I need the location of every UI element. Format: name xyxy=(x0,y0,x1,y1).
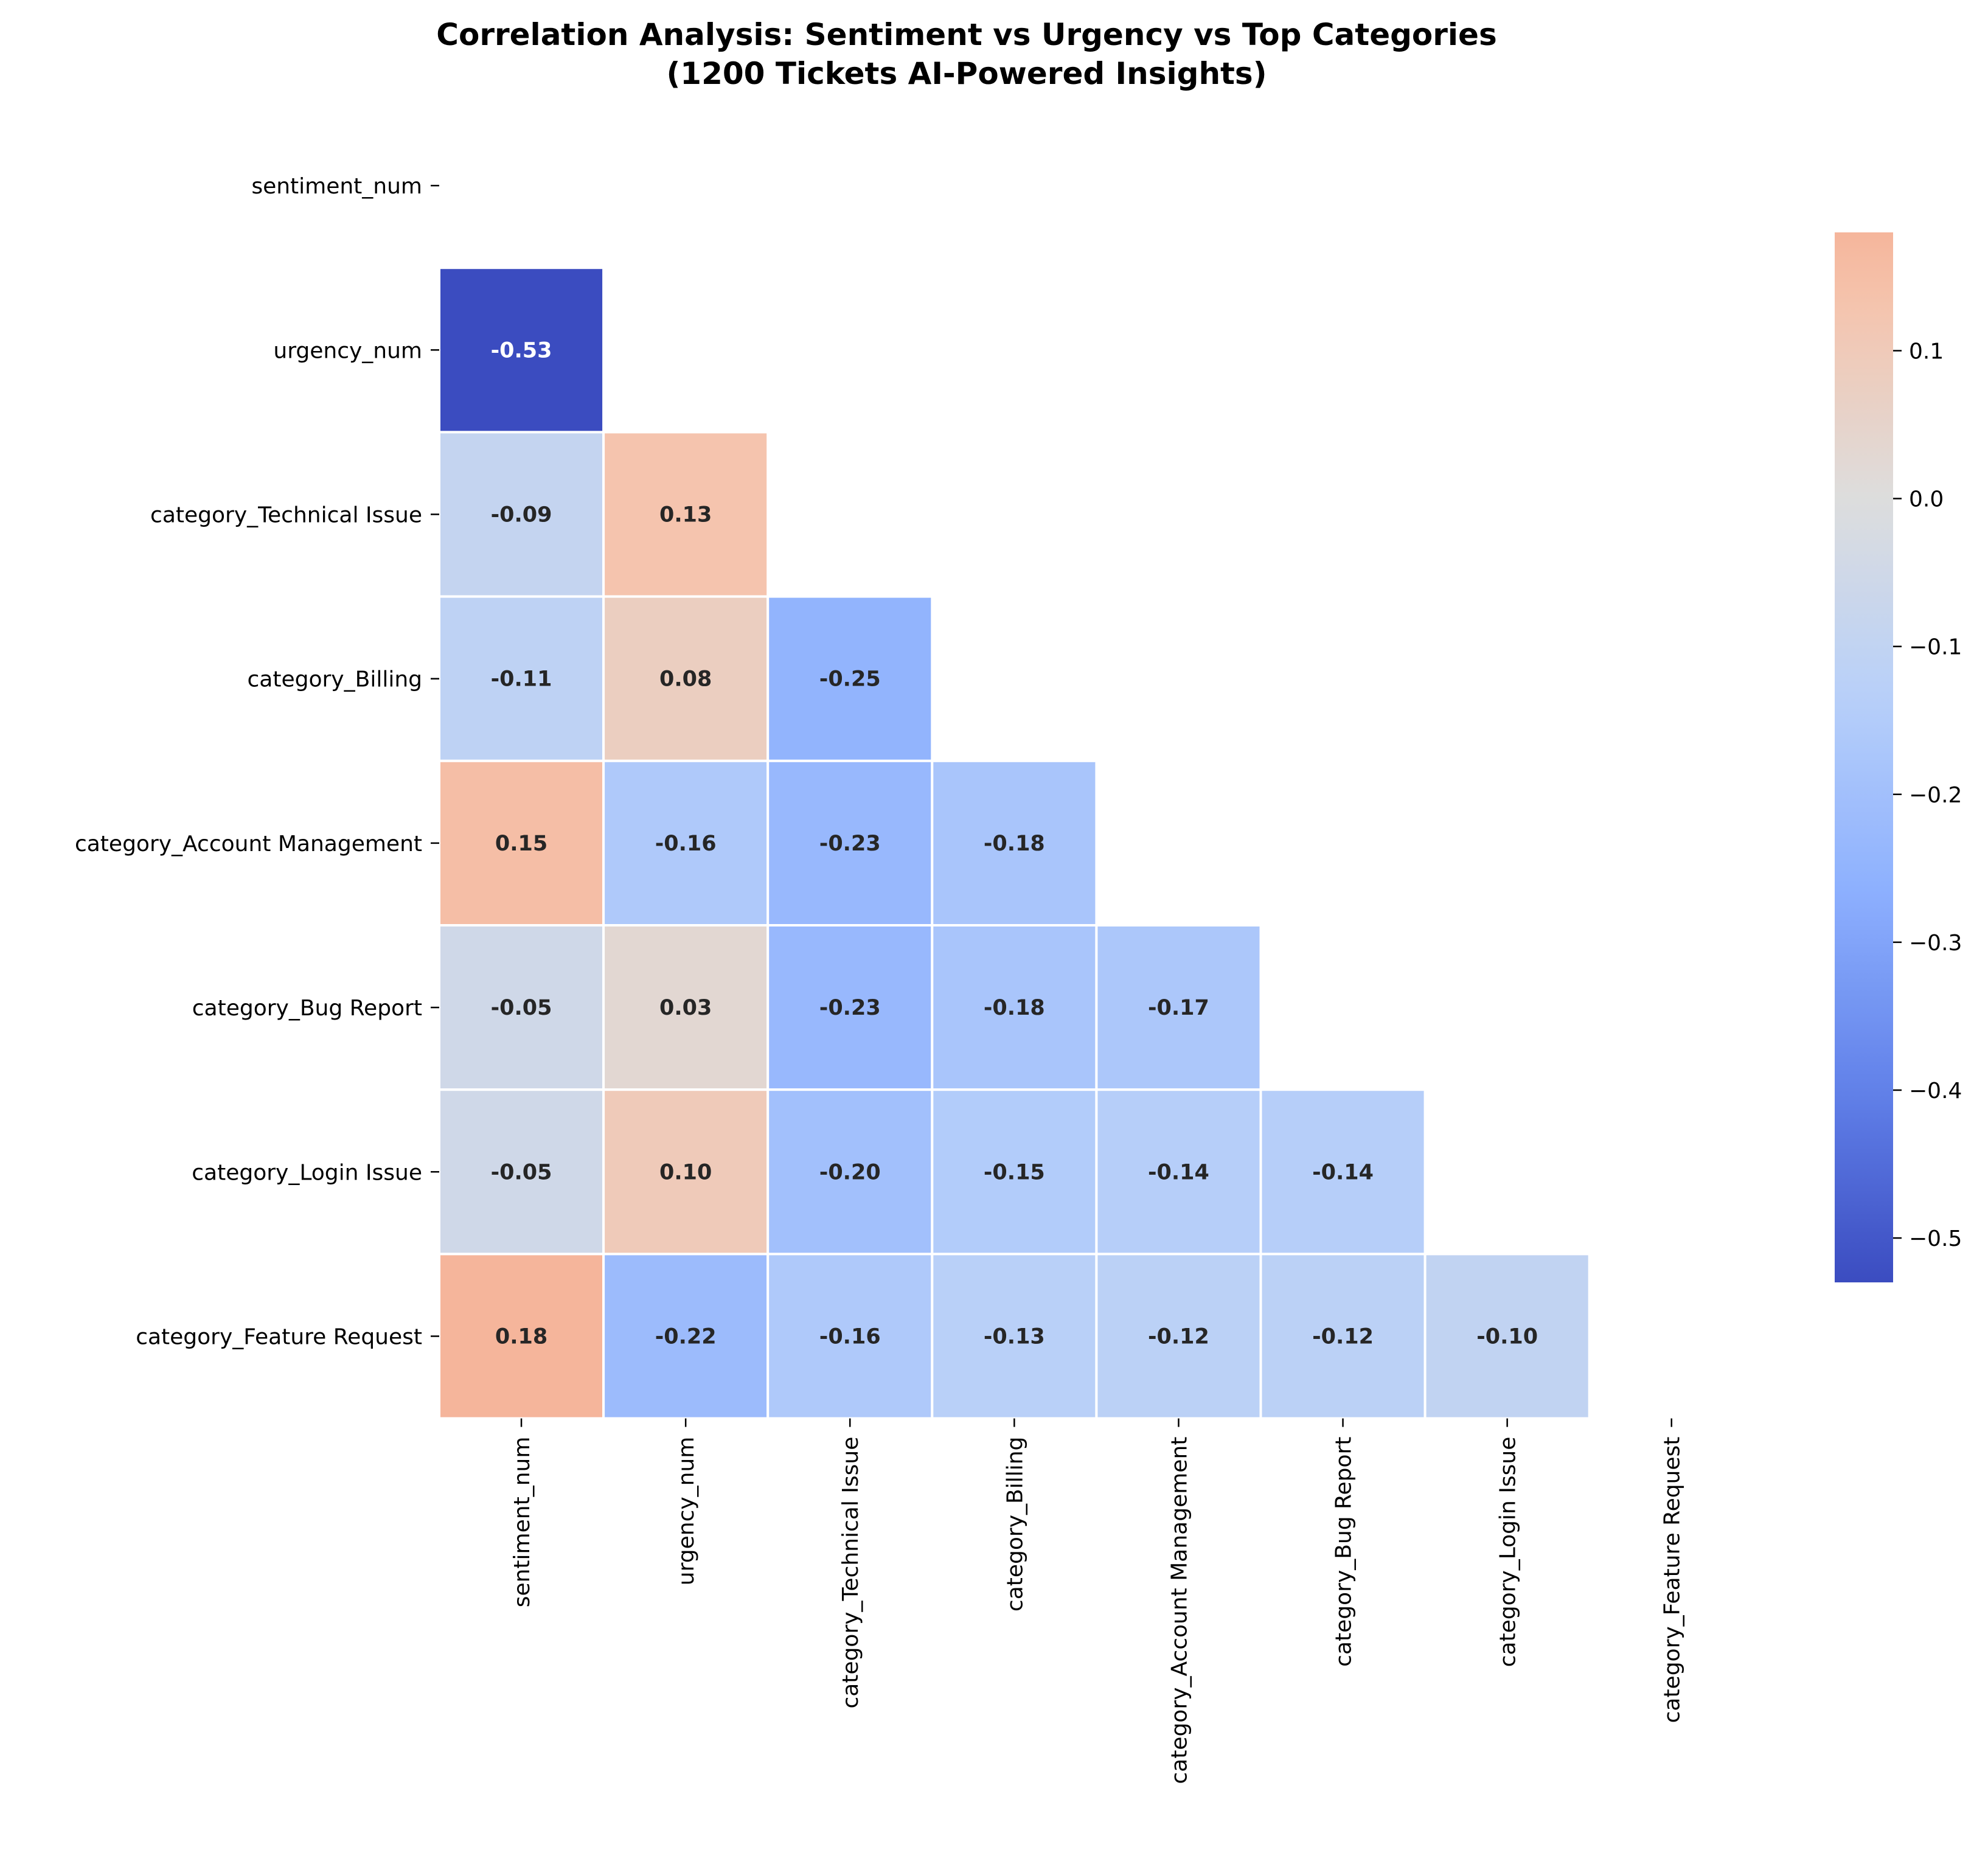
x-tick-label: sentiment_num xyxy=(510,1437,535,1608)
cell-value-label: -0.10 xyxy=(1476,1325,1538,1349)
x-axis-ticks: sentiment_num urgency_num category_Technic… xyxy=(510,1418,1685,1784)
heatmap-cell xyxy=(766,1253,934,1420)
chart-title-line: Correlation Analysis: Sentiment vs Urgen… xyxy=(436,17,1496,52)
heatmap-cell xyxy=(438,924,605,1091)
heatmap-cell xyxy=(931,759,1098,927)
colorbar-tick-label: −0.1 xyxy=(1909,635,1962,660)
cell-value-label: 0.03 xyxy=(659,996,712,1020)
heatmap-cell xyxy=(1095,1088,1262,1256)
y-tick-label: urgency_num xyxy=(273,338,422,363)
cell-value-label: 0.10 xyxy=(659,1160,712,1184)
chart-title: Correlation Analysis: Sentiment vs Urgen… xyxy=(436,17,1496,91)
heatmap-cell xyxy=(602,759,770,927)
cell-value-label: -0.22 xyxy=(655,1325,717,1349)
y-tick-label: category_Account Management xyxy=(75,832,422,857)
cell-value-label: -0.14 xyxy=(1148,1160,1209,1184)
heatmap-cell xyxy=(931,1253,1098,1420)
cell-value-label: -0.11 xyxy=(491,667,552,692)
y-tick-label: category_Login Issue xyxy=(192,1160,422,1185)
cell-value-label: -0.53 xyxy=(491,338,552,363)
colorbar-tick-label: 0.1 xyxy=(1909,339,1944,364)
cell-value-label: -0.20 xyxy=(819,1160,881,1184)
colorbar-tick-label: −0.5 xyxy=(1909,1226,1962,1251)
heatmap-cell xyxy=(602,1088,770,1256)
cell-value-label: -0.13 xyxy=(984,1325,1045,1349)
colorbar-gradient xyxy=(1835,232,1893,1282)
y-axis-ticks: sentiment_num urgency_num category_Technic… xyxy=(75,174,439,1350)
cell-value-label: -0.12 xyxy=(1148,1325,1209,1349)
heatmap-cell xyxy=(931,1088,1098,1256)
cell-value-label: 0.15 xyxy=(495,832,547,856)
cell-value-label: 0.18 xyxy=(495,1325,547,1349)
cell-value-label: -0.25 xyxy=(819,667,881,692)
heatmap-cell xyxy=(438,266,605,434)
cell-value-label: -0.23 xyxy=(819,996,881,1020)
cell-value-label: -0.15 xyxy=(984,1160,1045,1184)
heatmap-cell xyxy=(602,595,770,762)
cell-value-label: -0.18 xyxy=(984,996,1045,1020)
cell-value-label: 0.08 xyxy=(659,667,712,692)
x-tick-label: category_Billing xyxy=(1003,1437,1027,1611)
y-tick-label: category_Billing xyxy=(248,667,422,692)
heatmap-cell xyxy=(438,595,605,762)
cell-value-label: -0.16 xyxy=(655,832,717,856)
x-tick-label: category_Account Management xyxy=(1167,1437,1192,1784)
heatmap-cell xyxy=(602,431,770,598)
y-tick-label: category_Bug Report xyxy=(192,996,422,1021)
heatmap-cell xyxy=(1423,1253,1591,1420)
cell-value-label: -0.05 xyxy=(491,996,552,1020)
cell-value-label: -0.12 xyxy=(1312,1325,1374,1349)
cell-value-label: -0.09 xyxy=(491,503,552,527)
cell-value-label: 0.13 xyxy=(659,503,712,527)
cell-value-label: -0.05 xyxy=(491,1160,552,1184)
heatmap-cell xyxy=(602,924,770,1091)
colorbar-tick-label: −0.3 xyxy=(1909,931,1962,956)
heatmap-cell xyxy=(1095,924,1262,1091)
heatmap-cell xyxy=(438,431,605,598)
cell-value-label: -0.14 xyxy=(1312,1160,1374,1184)
x-tick-label: category_Login Issue xyxy=(1496,1437,1521,1667)
heatmap-cell xyxy=(931,924,1098,1091)
cell-value-label: -0.18 xyxy=(984,832,1045,856)
heatmap-cell xyxy=(1259,1088,1427,1256)
heatmap-cell xyxy=(438,1253,605,1420)
cell-value-label: -0.16 xyxy=(819,1325,881,1349)
x-tick-label: category_Technical Issue xyxy=(838,1437,863,1709)
colorbar-tick-label: 0.0 xyxy=(1909,487,1944,512)
chart-title-line: (1200 Tickets AI-Powered Insights) xyxy=(666,56,1267,91)
colorbar-tick-label: −0.2 xyxy=(1909,783,1962,808)
cell-value-label: -0.17 xyxy=(1148,996,1209,1020)
heatmap-cell xyxy=(602,1253,770,1420)
x-tick-label: category_Bug Report xyxy=(1332,1437,1357,1667)
colorbar-tick-label: −0.4 xyxy=(1909,1079,1962,1104)
heatmap-cell xyxy=(766,759,934,927)
heatmap-cell xyxy=(766,595,934,762)
y-tick-label: sentiment_num xyxy=(251,174,422,199)
cell-value-label: -0.23 xyxy=(819,832,881,856)
heatmap-cell xyxy=(1259,1253,1427,1420)
x-tick-label: category_Feature Request xyxy=(1660,1437,1685,1723)
x-tick-label: urgency_num xyxy=(674,1437,699,1586)
colorbar: 0.1 0.0 −0.1 −0.2 −0.3 −0.4 −0.5 xyxy=(1835,232,1962,1282)
y-tick-label: category_Feature Request xyxy=(136,1325,422,1350)
heatmap-cells: -0.53 -0.09 0.13 -0.11 0.08 -0.25 0.15 -0.16 -0.… xyxy=(438,266,1591,1420)
y-tick-label: category_Technical Issue xyxy=(150,503,422,528)
